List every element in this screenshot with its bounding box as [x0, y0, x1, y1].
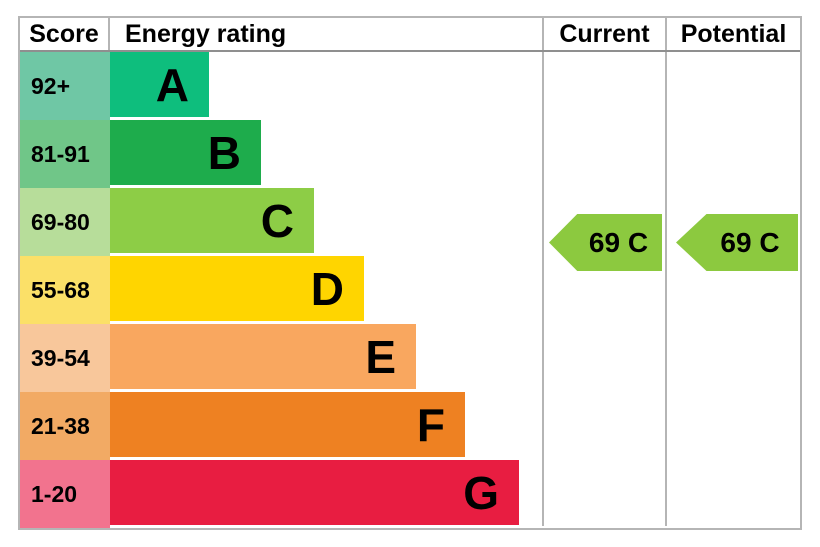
score-range-a: 92+: [20, 52, 110, 120]
epc-table: Score Energy rating Current Potential 92…: [18, 16, 802, 530]
rating-rows: 92+ A 81-91 B 69-80 C 55-68 D 39-54 E 21-38 F 1-20 G: [20, 52, 542, 528]
rating-row-c: 69-80 C: [20, 188, 542, 256]
rating-bar-f: F: [110, 392, 465, 457]
potential-rating-value: 69 C: [720, 226, 780, 258]
potential-column: [665, 52, 800, 526]
table-header: Score Energy rating Current Potential: [20, 18, 800, 52]
rating-row-g: 1-20 G: [20, 460, 542, 528]
potential-column-header: Potential: [665, 18, 800, 50]
rating-bar-e: E: [110, 324, 416, 389]
score-range-f: 21-38: [20, 392, 110, 460]
rating-row-e: 39-54 E: [20, 324, 542, 392]
current-column: [542, 52, 665, 526]
current-rating-value: 69 C: [588, 226, 649, 258]
rating-row-f: 21-38 F: [20, 392, 542, 460]
rating-row-d: 55-68 D: [20, 256, 542, 324]
score-range-e: 39-54: [20, 324, 110, 392]
rating-bar-a: A: [110, 52, 209, 117]
rating-row-a: 92+ A: [20, 52, 542, 120]
rating-bar-c: C: [110, 188, 314, 253]
current-column-header: Current: [542, 18, 665, 50]
score-range-c: 69-80: [20, 188, 110, 256]
rating-bar-d: D: [110, 256, 364, 321]
score-range-d: 55-68: [20, 256, 110, 324]
energy-rating-column-header: Energy rating: [125, 19, 287, 48]
score-range-g: 1-20: [20, 460, 110, 528]
rating-bar-g: G: [110, 460, 519, 525]
table-body: 92+ A 81-91 B 69-80 C 55-68 D 39-54 E 21-38 F 1-20 G …: [20, 52, 800, 528]
score-column-header: Score: [20, 18, 110, 50]
rating-bar-b: B: [110, 120, 261, 185]
score-range-b: 81-91: [20, 120, 110, 188]
rating-row-b: 81-91 B: [20, 120, 542, 188]
